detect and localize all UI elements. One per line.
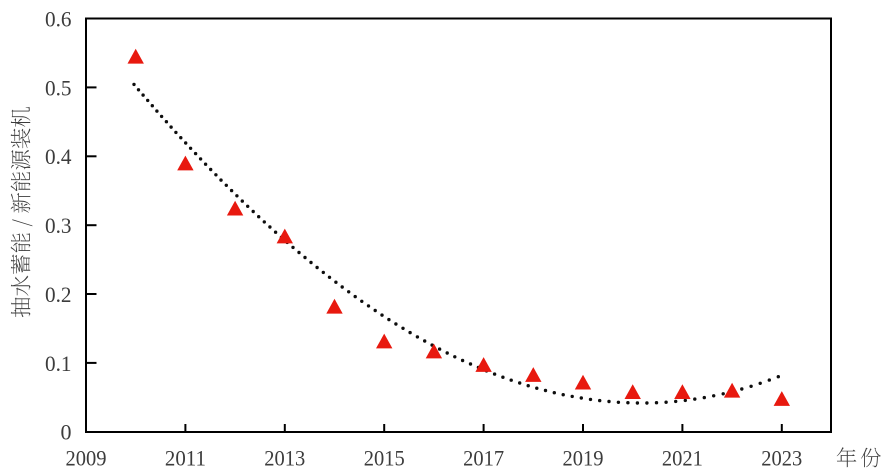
svg-text:0: 0 xyxy=(61,420,72,445)
svg-text:2019: 2019 xyxy=(563,445,604,470)
svg-text:2013: 2013 xyxy=(264,445,305,470)
svg-text:2023: 2023 xyxy=(761,445,802,470)
svg-text:2021: 2021 xyxy=(662,445,703,470)
svg-text:0.6: 0.6 xyxy=(45,6,72,31)
svg-text:0.3: 0.3 xyxy=(45,213,72,238)
svg-text:0.5: 0.5 xyxy=(45,75,72,100)
svg-text:2017: 2017 xyxy=(463,445,504,470)
svg-text:0.1: 0.1 xyxy=(45,351,72,376)
svg-text:0.2: 0.2 xyxy=(45,282,72,307)
svg-text:2015: 2015 xyxy=(364,445,405,470)
svg-text:0.4: 0.4 xyxy=(45,144,72,169)
svg-text:2009: 2009 xyxy=(66,445,107,470)
svg-text:2011: 2011 xyxy=(165,445,206,470)
